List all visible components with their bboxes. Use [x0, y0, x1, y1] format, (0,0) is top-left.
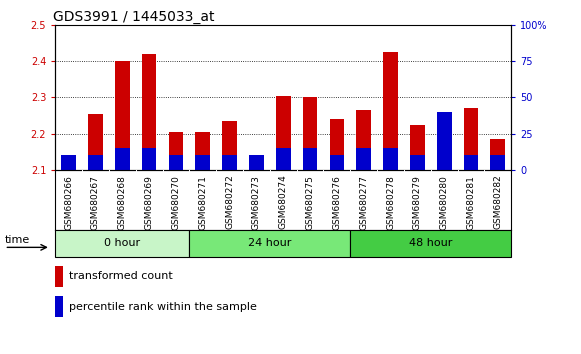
Text: GSM680277: GSM680277 — [359, 175, 368, 230]
Bar — [55, 230, 189, 257]
Bar — [356, 148, 371, 170]
Bar — [249, 155, 264, 170]
Bar — [189, 230, 350, 257]
Bar — [195, 132, 210, 170]
Text: time: time — [5, 235, 30, 245]
Bar — [61, 155, 76, 170]
Bar — [437, 112, 451, 170]
Bar — [168, 132, 183, 170]
Bar — [249, 157, 264, 170]
Text: GSM680279: GSM680279 — [413, 175, 422, 230]
Bar — [329, 155, 345, 170]
Text: GSM680269: GSM680269 — [145, 175, 153, 230]
Bar — [410, 155, 425, 170]
Bar — [115, 148, 130, 170]
Text: GSM680278: GSM680278 — [386, 175, 395, 230]
Bar — [88, 155, 103, 170]
Bar — [55, 266, 63, 287]
Text: GSM680266: GSM680266 — [64, 175, 73, 230]
Bar — [490, 139, 505, 170]
Bar — [490, 155, 505, 170]
Text: GSM680267: GSM680267 — [91, 175, 100, 230]
Bar — [303, 148, 317, 170]
Bar — [55, 296, 63, 318]
Bar — [464, 108, 478, 170]
Text: GSM680282: GSM680282 — [493, 175, 503, 229]
Bar — [276, 148, 290, 170]
Bar — [195, 155, 210, 170]
Bar — [356, 110, 371, 170]
Text: GSM680276: GSM680276 — [332, 175, 342, 230]
Text: percentile rank within the sample: percentile rank within the sample — [69, 302, 257, 312]
Text: GDS3991 / 1445033_at: GDS3991 / 1445033_at — [53, 10, 214, 24]
Bar — [142, 148, 156, 170]
Bar — [383, 52, 398, 170]
Text: GSM680281: GSM680281 — [467, 175, 475, 230]
Bar — [115, 61, 130, 170]
Text: GSM680273: GSM680273 — [252, 175, 261, 230]
Bar — [61, 159, 76, 170]
Bar — [303, 97, 317, 170]
Bar — [168, 155, 183, 170]
Bar — [222, 121, 237, 170]
Bar — [329, 119, 345, 170]
Bar — [350, 230, 511, 257]
Text: 48 hour: 48 hour — [409, 238, 453, 249]
Bar — [464, 155, 478, 170]
Bar — [410, 125, 425, 170]
Text: GSM680271: GSM680271 — [198, 175, 207, 230]
Text: GSM680280: GSM680280 — [440, 175, 449, 230]
Bar — [383, 148, 398, 170]
Text: GSM680270: GSM680270 — [171, 175, 181, 230]
Bar — [88, 114, 103, 170]
Text: GSM680268: GSM680268 — [118, 175, 127, 230]
Text: 0 hour: 0 hour — [104, 238, 141, 249]
Bar — [276, 96, 290, 170]
Text: GSM680275: GSM680275 — [306, 175, 314, 230]
Text: 24 hour: 24 hour — [248, 238, 292, 249]
Bar — [222, 155, 237, 170]
Bar — [142, 54, 156, 170]
Text: GSM680272: GSM680272 — [225, 175, 234, 229]
Text: GSM680274: GSM680274 — [279, 175, 288, 229]
Text: transformed count: transformed count — [69, 272, 173, 281]
